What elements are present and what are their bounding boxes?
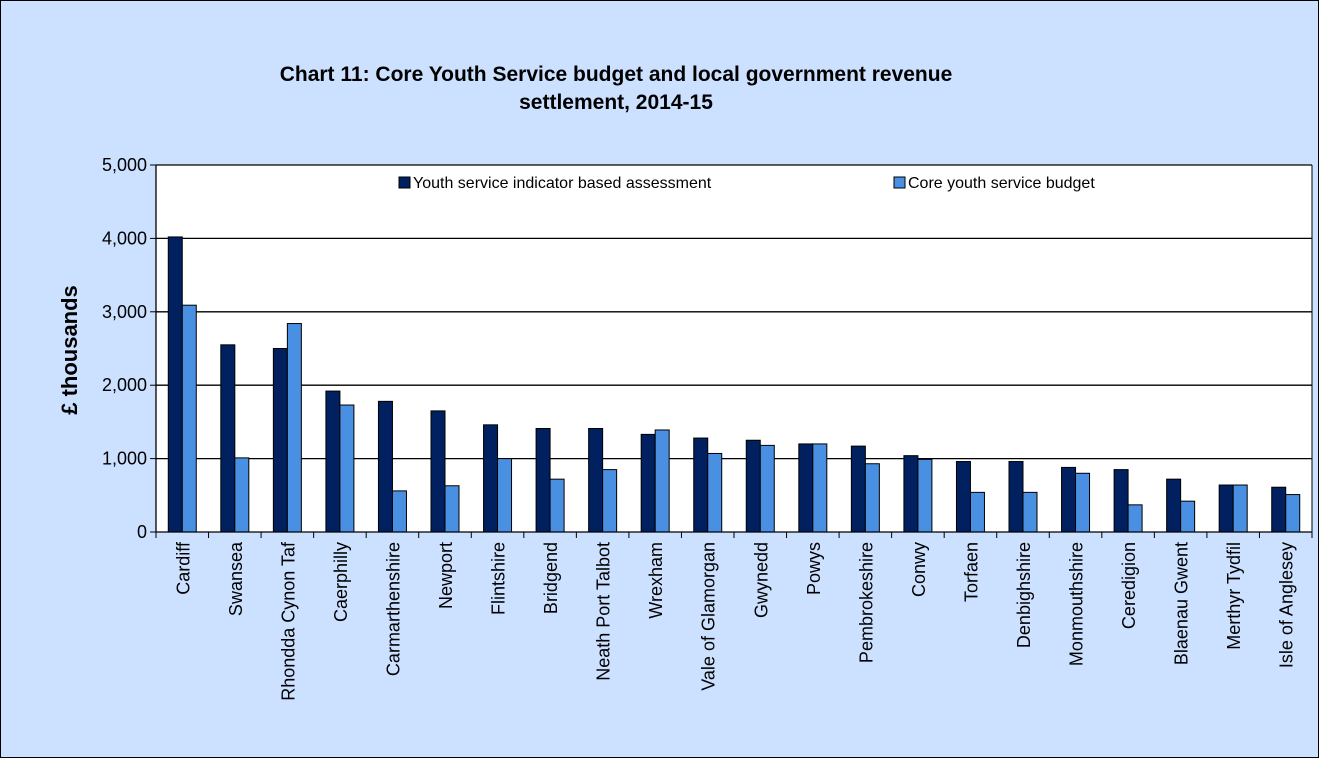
bar-assessment	[798, 443, 814, 533]
bar-assessment	[1166, 478, 1182, 533]
bar-assessment	[1113, 469, 1129, 533]
bar-budget	[1180, 500, 1196, 533]
x-category-label: Neath Port Talbot	[594, 542, 614, 681]
legend-label-assessment: Youth service indicator based assessment	[413, 175, 712, 192]
bar-budget	[969, 491, 985, 533]
bar-assessment	[483, 424, 499, 533]
y-tick-label: 3,000	[102, 302, 147, 322]
bar-assessment	[220, 344, 236, 533]
bar-budget	[1232, 484, 1248, 533]
x-category-label: Caerphilly	[331, 542, 351, 622]
bar-assessment	[1008, 461, 1024, 533]
bar-budget	[444, 485, 460, 533]
axes: 0 1,000 2,000 3,000 4,000 5,000 Cardiff Swansea…	[102, 155, 1313, 701]
x-category-label: Wrexham	[646, 542, 666, 619]
x-category-label: Blaenau Gwent	[1172, 542, 1192, 665]
bar-assessment	[850, 445, 866, 533]
x-category-label: Conwy	[909, 542, 929, 597]
x-category-label: Bridgend	[541, 542, 561, 614]
x-category-label: Pembrokeshire	[856, 542, 876, 663]
x-category-label: Gwynedd	[751, 542, 771, 618]
bar-budget	[391, 490, 407, 533]
y-tick-label: 0	[137, 522, 147, 542]
bar-assessment	[1218, 484, 1234, 533]
bar-budget	[1022, 491, 1038, 533]
x-category-label: Cardiff	[173, 541, 193, 595]
x-category-label: Ceredigion	[1119, 542, 1139, 629]
y-tick-label: 5,000	[102, 155, 147, 175]
bar-budget	[181, 304, 197, 533]
bar-budget	[549, 478, 565, 533]
bar-budget	[497, 458, 513, 533]
legend: Youth service indicator based assessment…	[398, 175, 1095, 192]
legend-swatch-assessment	[398, 176, 411, 189]
bar-budget	[917, 458, 933, 533]
bar-budget	[864, 463, 880, 533]
bar-assessment	[588, 428, 604, 533]
x-category-label: Denbighshire	[1014, 542, 1034, 648]
bar-budget	[1285, 494, 1301, 533]
y-axis-label: £ thousands	[57, 285, 82, 415]
bar-assessment	[745, 439, 761, 533]
bar-budget	[602, 469, 618, 533]
x-category-label: Monmouthshire	[1067, 542, 1087, 666]
bar-budget	[1127, 504, 1143, 533]
bar-assessment	[325, 390, 341, 533]
y-tick-label: 4,000	[102, 228, 147, 248]
bar-budget	[234, 457, 250, 533]
x-category-label: Merthyr Tydfil	[1224, 542, 1244, 650]
x-category-label: Vale of Glamorgan	[699, 542, 719, 691]
x-category-label: Flintshire	[489, 542, 509, 615]
bar-assessment	[693, 437, 709, 533]
x-category-label: Isle of Anglesey	[1277, 542, 1297, 668]
bar-budget	[286, 323, 302, 533]
bar-assessment	[955, 461, 971, 533]
bar-assessment	[377, 400, 393, 533]
chart-title-line-2: settlement, 2014-15	[519, 91, 713, 114]
y-tick-label: 1,000	[102, 449, 147, 469]
x-category-label: Powys	[804, 542, 824, 595]
bar-assessment	[167, 236, 183, 533]
bar-assessment	[535, 428, 551, 533]
chart-title-line-1: Chart 11: Core Youth Service budget and …	[280, 63, 953, 86]
bar-assessment	[272, 348, 288, 533]
bar-budget	[339, 404, 355, 533]
bar-assessment	[640, 433, 656, 533]
bar-budget	[1075, 472, 1091, 533]
bar-assessment	[430, 410, 446, 533]
legend-swatch-budget	[893, 176, 906, 189]
bar-assessment	[1271, 486, 1287, 533]
legend-label-budget: Core youth service budget	[908, 175, 1095, 192]
bar-assessment	[1061, 466, 1077, 533]
y-tick-label: 2,000	[102, 375, 147, 395]
bar-budget	[812, 443, 828, 533]
x-category-label: Newport	[436, 542, 456, 609]
x-category-label: Torfaen	[961, 542, 981, 602]
x-category-label: Rhondda Cynon Taf	[278, 541, 298, 701]
bar-assessment	[903, 455, 919, 533]
bar-budget	[759, 444, 775, 533]
x-category-label: Carmarthenshire	[383, 542, 403, 676]
bar-budget	[654, 429, 670, 533]
x-category-label: Swansea	[226, 541, 246, 616]
bar-budget	[707, 452, 723, 533]
